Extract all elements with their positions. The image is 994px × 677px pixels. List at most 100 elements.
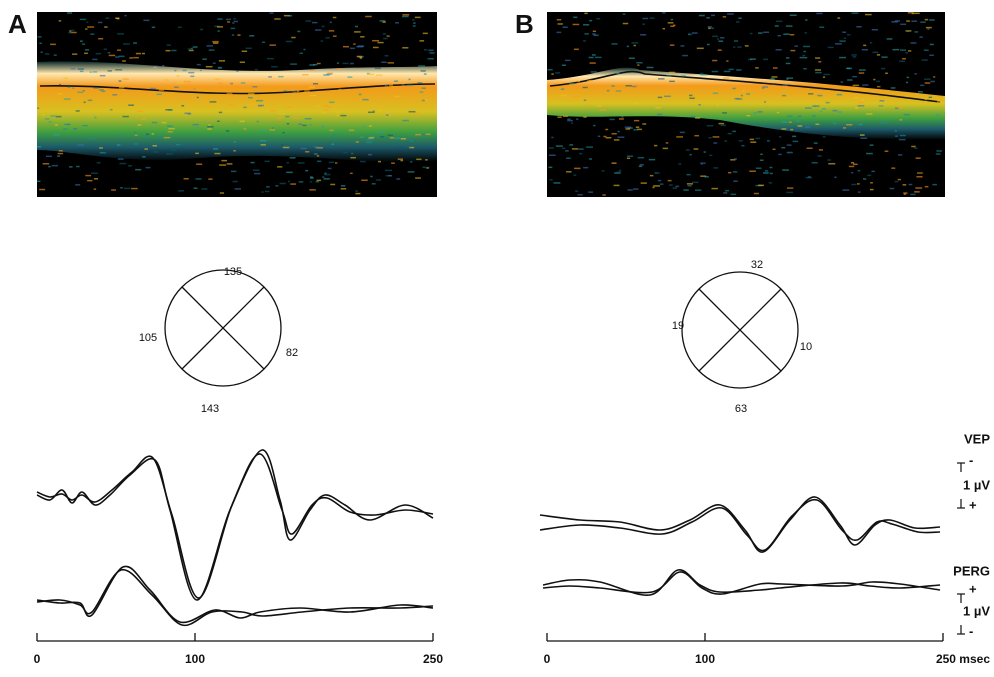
speckle (799, 56, 805, 59)
speckle (687, 184, 692, 187)
speckle (39, 42, 42, 45)
speckle (389, 84, 393, 86)
speckle (696, 47, 704, 50)
speckle (753, 192, 759, 195)
speckle (746, 114, 751, 117)
speckle (214, 152, 221, 155)
speckle (852, 56, 857, 58)
speckle (753, 112, 757, 114)
speckle (732, 87, 736, 90)
speckle (195, 152, 199, 155)
speckle (894, 20, 900, 22)
speckle (929, 43, 934, 46)
speckle (894, 130, 897, 132)
speckle (274, 18, 281, 20)
speckle (256, 99, 264, 102)
speckle (269, 44, 276, 46)
speckle (77, 144, 84, 146)
speckle (419, 40, 425, 42)
speckle (587, 80, 591, 82)
speckle (657, 179, 662, 182)
speckle (852, 75, 857, 78)
speckle (207, 128, 212, 130)
speckle (911, 20, 918, 22)
speckle (851, 54, 857, 56)
speckle (340, 185, 346, 187)
speckle (885, 72, 888, 75)
speckle (707, 26, 713, 28)
speckle (626, 45, 629, 48)
speckle (708, 136, 712, 139)
speckle (158, 89, 165, 91)
speckle (925, 26, 932, 29)
speckle (652, 186, 655, 189)
speckle (790, 128, 794, 131)
vep-b-2 (539, 498, 941, 552)
speckle (37, 146, 42, 148)
speckle (48, 165, 51, 168)
speckle (68, 31, 72, 34)
speckle (811, 115, 816, 117)
speckle (689, 97, 695, 100)
perg-b-2 (542, 571, 941, 595)
speckle (269, 109, 276, 112)
speckle (89, 71, 92, 73)
speckle (209, 101, 217, 103)
speckle (326, 73, 333, 75)
speckle (693, 148, 699, 150)
speckle (807, 176, 811, 178)
speckle (99, 147, 103, 149)
speckle (309, 181, 312, 183)
speckle (334, 111, 340, 113)
speckle (628, 57, 635, 59)
speckle (569, 144, 574, 146)
speckle (229, 103, 234, 106)
speckle (723, 192, 728, 194)
speckle (664, 95, 671, 98)
speckle (362, 98, 369, 101)
speckle (786, 151, 791, 154)
speckle (792, 135, 797, 138)
speckle (421, 99, 425, 102)
speckle (898, 138, 906, 141)
speckle (583, 40, 586, 42)
legend-title: PERG (953, 563, 990, 578)
speckle (582, 86, 588, 89)
speckle (58, 150, 63, 152)
speckle (354, 31, 361, 33)
speckle (816, 12, 823, 15)
speckle (45, 53, 50, 55)
speckle (631, 42, 639, 44)
speckle (642, 17, 648, 20)
speckle (836, 93, 843, 96)
speckle (366, 141, 373, 144)
speckle (755, 67, 759, 69)
speckle (167, 131, 173, 133)
speckle (562, 115, 569, 118)
speckle (116, 135, 120, 138)
speckle (722, 112, 727, 114)
speckle (848, 165, 855, 168)
speckle (240, 82, 246, 84)
speckle (99, 74, 106, 77)
speckle (856, 25, 862, 28)
speckle (116, 17, 120, 20)
speckle (376, 131, 384, 133)
speckle (231, 34, 235, 36)
speckle (199, 69, 202, 72)
speckle (914, 31, 919, 33)
speckle (821, 108, 826, 110)
speckle (236, 70, 239, 72)
speckle (309, 94, 317, 97)
speckle (420, 70, 426, 72)
speckle (924, 98, 928, 101)
speckle (241, 50, 248, 53)
speckle (53, 134, 60, 136)
tick-label: 100 (695, 652, 715, 666)
speckle (575, 190, 579, 192)
speckle (637, 156, 645, 159)
speckle (847, 79, 853, 81)
speckle (368, 137, 374, 139)
speckle (549, 178, 553, 181)
speckle (871, 28, 878, 31)
